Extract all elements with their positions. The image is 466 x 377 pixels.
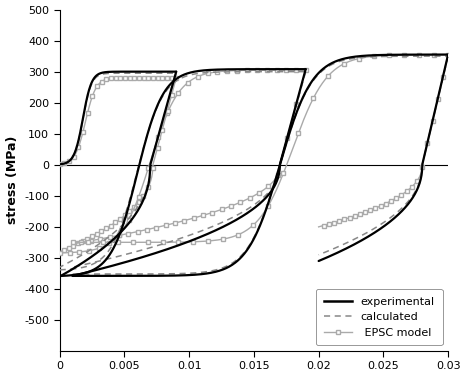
Legend: experimental, calculated,  EPSC model: experimental, calculated, EPSC model bbox=[316, 289, 443, 345]
Y-axis label: stress (MPa): stress (MPa) bbox=[6, 136, 19, 224]
